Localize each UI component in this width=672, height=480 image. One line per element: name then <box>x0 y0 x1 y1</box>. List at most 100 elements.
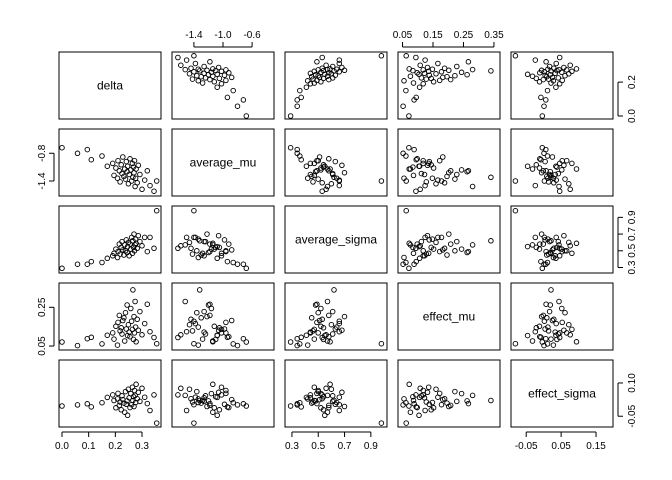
data-point <box>539 113 546 119</box>
data-point <box>441 65 448 71</box>
panel-frame <box>284 359 388 428</box>
variable-label: average_sigma <box>295 233 377 247</box>
data-point <box>221 237 228 243</box>
data-point <box>128 318 135 324</box>
data-point <box>441 180 448 186</box>
data-point <box>130 287 136 293</box>
panel-frame <box>171 128 275 197</box>
data-point <box>115 319 121 326</box>
data-point <box>139 385 145 392</box>
data-point <box>429 399 436 406</box>
data-point <box>401 396 407 402</box>
data-point <box>189 251 196 257</box>
data-point <box>310 179 316 185</box>
data-point <box>332 158 339 165</box>
left-axis-average_mu: -1.4 -0.8 <box>37 144 55 190</box>
data-point <box>327 339 333 345</box>
panel-average_mu-vs-effect_sigma <box>510 128 614 197</box>
data-point <box>115 157 121 164</box>
data-point <box>563 157 570 164</box>
data-point <box>569 160 575 167</box>
data-point <box>307 81 314 87</box>
data-point <box>147 328 153 335</box>
data-point <box>537 241 543 247</box>
data-point <box>416 255 423 262</box>
data-point <box>328 181 335 187</box>
data-point <box>406 381 412 388</box>
data-point <box>298 94 304 101</box>
panel-effect_sigma-vs-effect_mu <box>397 359 501 428</box>
data-point <box>465 168 472 174</box>
data-point <box>287 113 294 119</box>
data-point <box>74 342 81 349</box>
data-point <box>104 255 111 262</box>
data-point <box>554 164 560 170</box>
data-point <box>541 318 548 324</box>
data-point <box>230 87 236 94</box>
data-point <box>569 250 575 257</box>
tick-label: 0.7 <box>338 441 352 452</box>
data-point <box>201 253 207 259</box>
data-point <box>182 66 188 73</box>
data-point <box>320 164 327 170</box>
data-point <box>545 66 551 72</box>
panel-frame <box>397 51 501 120</box>
data-point <box>336 318 343 324</box>
data-point <box>544 341 551 347</box>
data-point <box>416 84 423 90</box>
data-point <box>548 174 554 181</box>
data-point <box>533 325 540 331</box>
data-point <box>551 245 557 252</box>
data-point <box>192 394 199 400</box>
data-point <box>212 393 219 400</box>
data-point <box>326 156 332 162</box>
data-point <box>210 240 216 247</box>
data-point <box>421 171 428 178</box>
data-point <box>228 74 235 81</box>
data-point <box>230 341 236 347</box>
data-point <box>417 186 423 193</box>
data-point <box>120 317 126 324</box>
data-point <box>336 394 343 400</box>
data-point <box>211 79 218 85</box>
data-point <box>336 60 343 67</box>
data-point <box>400 261 406 267</box>
panel-effect_mu-vs-delta <box>58 282 162 351</box>
data-point <box>195 396 202 402</box>
data-point <box>336 182 343 189</box>
data-point <box>319 316 325 323</box>
data-point <box>403 87 409 94</box>
data-point <box>216 75 223 82</box>
data-point <box>411 146 417 153</box>
data-point <box>329 308 336 315</box>
data-point <box>316 317 323 324</box>
data-point <box>512 340 519 347</box>
data-point <box>435 234 441 241</box>
data-point <box>413 392 419 398</box>
data-point <box>512 53 519 59</box>
data-point <box>88 156 95 163</box>
data-point <box>540 76 547 83</box>
tick-label: -0.6 <box>243 30 261 41</box>
data-point <box>147 234 153 241</box>
data-point <box>223 387 229 394</box>
data-point <box>403 259 409 266</box>
data-point <box>116 402 123 409</box>
data-point <box>542 158 548 165</box>
data-point <box>563 248 570 254</box>
data-point <box>446 67 452 74</box>
data-point <box>413 258 419 265</box>
data-point <box>524 243 531 250</box>
data-point <box>196 287 203 293</box>
tick-label: -0.05 <box>627 404 638 427</box>
data-point <box>314 59 320 65</box>
top-axis-average_mu: -1.4 -1.0 -0.6 <box>185 30 261 48</box>
data-point <box>407 73 414 79</box>
data-point <box>319 334 325 341</box>
data-point <box>421 253 428 259</box>
data-point <box>556 334 563 341</box>
data-point <box>109 392 116 398</box>
data-point <box>230 259 236 266</box>
data-point <box>444 73 450 80</box>
data-point <box>131 330 138 336</box>
